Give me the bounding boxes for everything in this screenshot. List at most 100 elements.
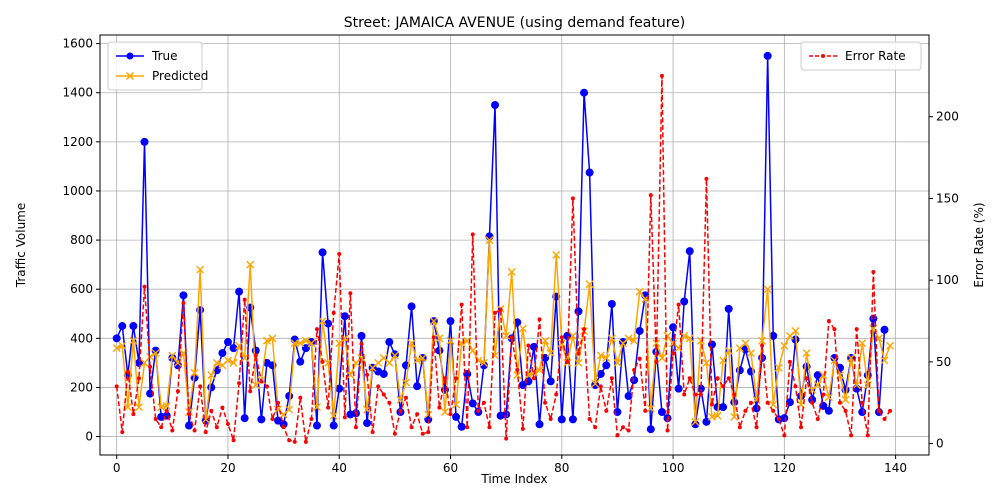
point-true bbox=[529, 342, 538, 351]
point-error-rate bbox=[626, 428, 631, 433]
point-true bbox=[580, 88, 589, 97]
point-error-rate bbox=[120, 430, 125, 435]
point-true bbox=[312, 421, 321, 430]
point-true bbox=[708, 340, 717, 349]
point-error-rate bbox=[198, 384, 203, 389]
point-true bbox=[596, 369, 605, 378]
point-predicted bbox=[262, 336, 271, 345]
point-true bbox=[329, 421, 338, 430]
point-predicted bbox=[112, 344, 121, 353]
point-true bbox=[607, 299, 616, 308]
point-error-rate bbox=[615, 433, 620, 438]
point-error-rate bbox=[170, 428, 175, 433]
point-predicted bbox=[246, 260, 255, 269]
point-error-rate bbox=[554, 392, 559, 397]
point-error-rate bbox=[570, 196, 575, 201]
point-error-rate bbox=[632, 368, 637, 373]
point-error-rate bbox=[648, 193, 653, 198]
point-true bbox=[285, 392, 294, 401]
point-true bbox=[869, 314, 878, 323]
point-true bbox=[591, 381, 600, 389]
point-error-rate bbox=[843, 408, 848, 413]
point-predicted bbox=[346, 371, 355, 380]
point-true bbox=[713, 403, 722, 412]
point-predicted bbox=[585, 280, 594, 289]
point-error-rate bbox=[465, 425, 470, 430]
point-predicted bbox=[546, 349, 555, 358]
point-error-rate bbox=[142, 284, 147, 289]
point-error-rate bbox=[409, 425, 414, 430]
y-axis-title: Traffic Volume bbox=[14, 203, 28, 289]
point-error-rate bbox=[459, 302, 464, 307]
point-error-rate bbox=[665, 428, 670, 433]
point-true bbox=[602, 361, 611, 370]
legend-true-label: True bbox=[151, 49, 178, 63]
point-predicted bbox=[185, 408, 194, 417]
point-predicted bbox=[613, 358, 622, 367]
point-error-rate bbox=[771, 408, 776, 413]
point-error-rate bbox=[598, 384, 603, 389]
point-predicted bbox=[568, 331, 577, 340]
point-true bbox=[763, 51, 772, 60]
point-predicted bbox=[240, 353, 249, 362]
point-error-rate bbox=[520, 426, 525, 431]
point-predicted bbox=[468, 346, 477, 355]
point-predicted bbox=[118, 341, 127, 350]
point-error-rate bbox=[314, 327, 319, 332]
point-error-rate bbox=[609, 376, 614, 381]
y-axis-right: 0 50 100 150 200 bbox=[929, 110, 959, 451]
point-error-rate bbox=[153, 417, 158, 422]
plot-frame bbox=[99, 34, 930, 456]
point-error-rate bbox=[225, 421, 230, 426]
point-error-rate bbox=[793, 384, 798, 389]
point-true bbox=[691, 420, 700, 429]
point-error-rate bbox=[231, 438, 236, 443]
point-error-rate bbox=[220, 405, 225, 410]
point-true bbox=[719, 403, 728, 412]
series-line-predicted bbox=[116, 239, 891, 423]
point-predicted bbox=[396, 395, 405, 404]
point-predicted bbox=[691, 417, 700, 426]
point-true bbox=[858, 408, 867, 417]
point-error-rate bbox=[203, 430, 208, 435]
point-error-rate bbox=[298, 395, 303, 400]
point-error-rate bbox=[659, 73, 664, 78]
point-true bbox=[207, 383, 216, 392]
y-tick-label: 400 bbox=[70, 331, 93, 345]
y-tick-label: 200 bbox=[70, 380, 93, 394]
point-true bbox=[452, 412, 461, 421]
point-error-rate bbox=[303, 439, 308, 444]
point-predicted bbox=[207, 371, 216, 380]
point-error-rate bbox=[710, 402, 715, 407]
point-error-rate bbox=[743, 408, 748, 413]
point-error-rate bbox=[164, 408, 169, 413]
y2-tick-label: 50 bbox=[936, 355, 951, 369]
point-error-rate bbox=[370, 430, 375, 435]
point-error-rate bbox=[320, 359, 325, 364]
point-true bbox=[752, 404, 761, 413]
point-error-rate bbox=[888, 408, 893, 413]
point-predicted bbox=[596, 351, 605, 360]
point-error-rate bbox=[676, 302, 681, 307]
point-true bbox=[340, 312, 349, 321]
point-error-rate bbox=[187, 412, 192, 417]
point-error-rate bbox=[748, 400, 753, 405]
point-error-rate bbox=[504, 436, 509, 441]
point-true bbox=[257, 415, 266, 424]
point-predicted bbox=[763, 285, 772, 294]
point-true bbox=[363, 419, 372, 428]
point-predicted bbox=[363, 405, 372, 414]
point-error-rate bbox=[404, 395, 409, 400]
point-true bbox=[240, 414, 249, 423]
point-true bbox=[557, 415, 566, 424]
point-error-rate bbox=[342, 415, 347, 420]
point-predicted bbox=[318, 317, 327, 326]
point-error-rate bbox=[381, 392, 386, 397]
point-error-rate bbox=[854, 327, 859, 332]
point-error-rate bbox=[559, 335, 564, 340]
point-error-rate bbox=[114, 384, 119, 389]
point-error-rate bbox=[287, 438, 292, 443]
point-true bbox=[674, 384, 683, 393]
point-error-rate bbox=[136, 376, 141, 381]
